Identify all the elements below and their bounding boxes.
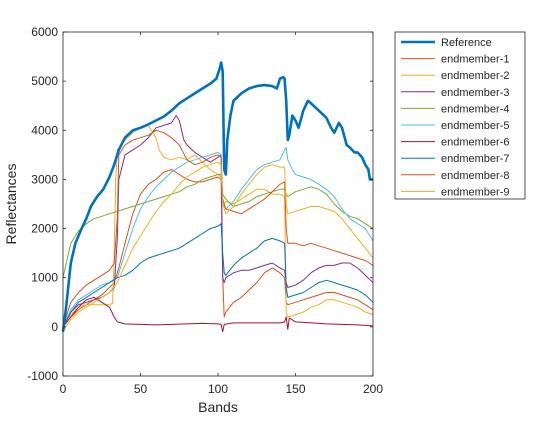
y-tick-label: 3000 (31, 172, 58, 186)
series-line-endmember-6 (62, 296, 374, 333)
legend-label: endmember-4 (441, 103, 509, 115)
x-tick-label: 50 (134, 382, 148, 396)
legend-label: endmember-6 (441, 137, 509, 149)
x-axis: 0 50 100 150 200 (60, 32, 383, 396)
series-line-endmember-2 (62, 124, 374, 328)
series-line-reference (61, 61, 373, 332)
legend-label: endmember-2 (441, 70, 509, 82)
y-axis-label: Reflectances (3, 164, 19, 245)
legend-box (394, 31, 526, 200)
legend-label: endmember-3 (441, 87, 509, 99)
legend-label: endmember-7 (441, 153, 509, 165)
legend-label: endmember-8 (441, 170, 509, 182)
y-tick-label: -1000 (27, 369, 58, 383)
x-tick-label: 150 (285, 382, 305, 396)
y-tick-label: 5000 (31, 74, 58, 88)
x-tick-label: 100 (208, 382, 228, 396)
series-line-endmember-5 (62, 147, 374, 328)
legend-label: endmember-5 (441, 120, 509, 132)
legend-label: Reference (441, 37, 492, 49)
x-axis-label: Bands (198, 399, 238, 415)
series-line-endmember-8 (62, 129, 374, 328)
series-layer (61, 61, 374, 333)
legend-label: endmember-1 (441, 54, 509, 66)
y-tick-label: 0 (51, 320, 58, 334)
y-tick-label: 1000 (31, 271, 58, 285)
x-tick-label: 200 (363, 382, 383, 396)
y-tick-label: 4000 (31, 123, 58, 137)
series-line-endmember-7 (62, 223, 374, 328)
y-tick-label: 2000 (31, 222, 58, 236)
y-tick-label: 6000 (31, 25, 58, 39)
legend: Reference endmember-1 endmember-2 endmember… (394, 31, 526, 200)
series-line-endmember-9 (62, 161, 374, 333)
y-axis: -1000 0 1000 2000 3000 4000 5000 6000 (27, 25, 373, 383)
x-tick-label: 0 (60, 382, 67, 396)
legend-label: endmember-9 (441, 186, 509, 198)
legend-items: Reference endmember-1 endmember-2 endmember… (401, 37, 509, 198)
